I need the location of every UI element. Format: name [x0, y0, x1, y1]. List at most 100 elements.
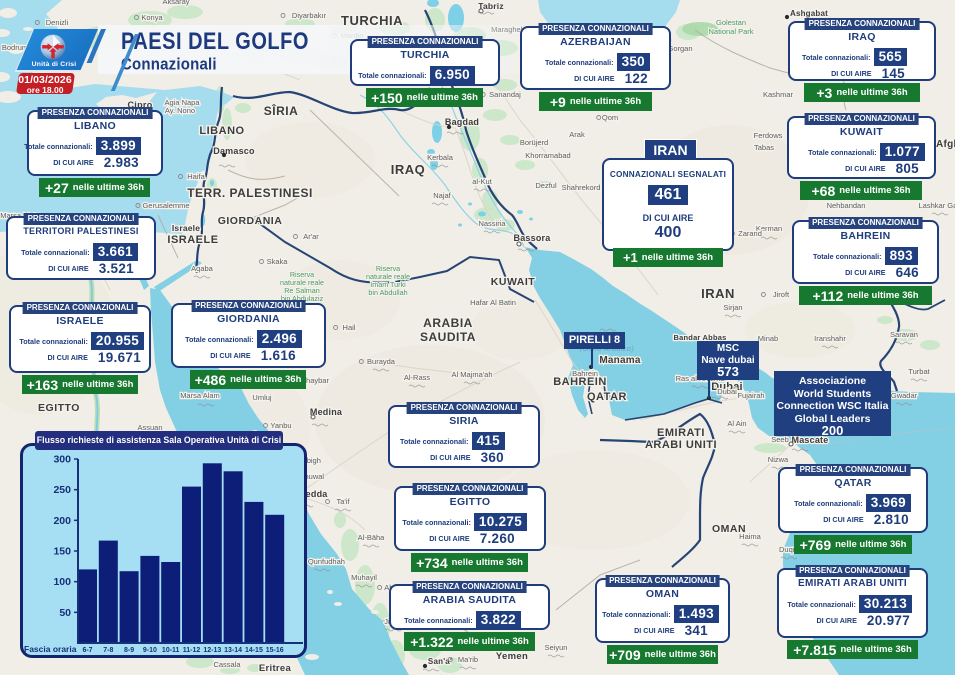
svg-text:Dubai: Dubai: [717, 387, 737, 396]
svg-text:EMIRATI: EMIRATI: [657, 427, 705, 439]
svg-text:Shahrekord: Shahrekord: [562, 183, 601, 192]
svg-text:Medina: Medina: [310, 407, 343, 417]
svg-text:Jiroft: Jiroft: [773, 290, 790, 299]
svg-text:Al Qunfudhah: Al Qunfudhah: [299, 557, 345, 566]
svg-text:Bagdad: Bagdad: [445, 117, 479, 127]
svg-text:Konya: Konya: [141, 13, 163, 22]
svg-text:Haima: Haima: [739, 532, 762, 541]
svg-text:Ferdows: Ferdows: [754, 131, 783, 140]
svg-text:14-15: 14-15: [245, 647, 263, 654]
svg-text:300: 300: [53, 454, 71, 466]
svg-text:Yanbu: Yanbu: [270, 421, 291, 430]
svg-text:Sirjan: Sirjan: [723, 303, 742, 312]
svg-text:Riserva: Riserva: [290, 270, 314, 279]
svg-text:bin Abdulaziz: bin Abdulaziz: [281, 294, 324, 303]
svg-text:Skaka: Skaka: [267, 257, 289, 266]
svg-text:(Golfo Arabico): (Golfo Arabico): [580, 346, 634, 353]
svg-text:SAUDITA: SAUDITA: [420, 330, 476, 344]
svg-text:Aqaba: Aqaba: [191, 264, 214, 273]
svg-text:200: 200: [53, 515, 71, 527]
svg-text:Kashmar: Kashmar: [763, 90, 794, 99]
svg-text:Nassiria: Nassiria: [478, 219, 506, 228]
svg-text:Imam Turki: Imam Turki: [370, 280, 406, 289]
svg-text:Ar'ar: Ar'ar: [303, 232, 319, 241]
svg-text:Hail: Hail: [343, 323, 356, 332]
svg-text:Ay. Nono: Ay. Nono: [165, 106, 195, 115]
svg-text:Tabriz: Tabriz: [478, 1, 504, 11]
svg-text:Gorgan: Gorgan: [667, 44, 692, 53]
svg-text:Marsa Matr.: Marsa Matr.: [0, 211, 40, 220]
svg-text:IRAQ: IRAQ: [391, 162, 426, 177]
svg-text:10-11: 10-11: [162, 647, 180, 654]
svg-text:Minab: Minab: [758, 334, 778, 343]
svg-text:8-9: 8-9: [124, 647, 134, 654]
svg-text:Al Ain: Al Ain: [727, 419, 746, 428]
svg-text:al-Kut: al-Kut: [472, 177, 493, 186]
svg-text:Nehbandan: Nehbandan: [827, 201, 866, 210]
svg-text:Afghanistan: Afghanistan: [936, 139, 955, 150]
svg-text:ARABI UNITI: ARABI UNITI: [645, 439, 717, 451]
svg-text:Ashgabat: Ashgabat: [790, 9, 828, 18]
svg-text:Iranshahr: Iranshahr: [814, 334, 846, 343]
svg-text:6-7: 6-7: [82, 647, 92, 654]
svg-text:Nizwa: Nizwa: [768, 455, 789, 464]
svg-text:Borüjerd: Borüjerd: [520, 138, 548, 147]
svg-text:Agia Napa: Agia Napa: [164, 98, 200, 107]
svg-text:11-12: 11-12: [183, 647, 201, 654]
svg-text:Gwadar: Gwadar: [891, 391, 918, 400]
svg-text:Najaf: Najaf: [433, 191, 451, 200]
svg-text:Mascate: Mascate: [792, 435, 829, 445]
svg-text:15-16: 15-16: [266, 647, 284, 654]
svg-text:Diyarbakır: Diyarbakır: [292, 11, 327, 20]
svg-text:Rabigh: Rabigh: [297, 456, 321, 465]
svg-text:Arak: Arak: [569, 130, 585, 139]
svg-text:naturale reale: naturale reale: [366, 272, 410, 281]
svg-text:Assuan: Assuan: [137, 423, 162, 432]
svg-text:Burayda: Burayda: [367, 357, 396, 366]
svg-text:Thuwal: Thuwal: [300, 472, 325, 481]
svg-text:Seiyun: Seiyun: [545, 643, 568, 652]
svg-text:Re Salman: Re Salman: [284, 286, 320, 295]
svg-text:IRAN: IRAN: [701, 286, 735, 301]
svg-text:GIORDANIA: GIORDANIA: [218, 215, 283, 227]
svg-text:Turbat: Turbat: [908, 367, 930, 376]
svg-text:Marsa Alam: Marsa Alam: [180, 391, 220, 400]
svg-text:Dezful: Dezful: [535, 181, 557, 190]
svg-text:Zarand: Zarand: [738, 229, 762, 238]
svg-text:TERR. PALESTINESI: TERR. PALESTINESI: [187, 186, 313, 200]
svg-text:Bahrein: Bahrein: [572, 369, 598, 378]
svg-text:Sanandaj: Sanandaj: [489, 90, 521, 99]
svg-text:Ta'if: Ta'if: [336, 497, 350, 506]
svg-text:Bassora: Bassora: [514, 233, 552, 243]
svg-text:Khaybar: Khaybar: [301, 376, 329, 385]
svg-text:Ma'rib: Ma'rib: [458, 655, 478, 664]
svg-text:Eritrea: Eritrea: [259, 663, 292, 674]
svg-text:Seeb: Seeb: [771, 435, 789, 444]
svg-text:Aksaray: Aksaray: [162, 0, 189, 6]
svg-text:Damasco: Damasco: [213, 146, 255, 156]
svg-text:Riserva: Riserva: [376, 264, 400, 273]
svg-text:Denizli: Denizli: [46, 18, 69, 27]
svg-text:Umluj: Umluj: [252, 393, 272, 402]
svg-text:Saravan: Saravan: [890, 330, 918, 339]
svg-text:Manama: Manama: [599, 355, 640, 366]
svg-text:Cassala: Cassala: [213, 660, 241, 669]
svg-text:12-13: 12-13: [203, 647, 221, 654]
svg-text:9-10: 9-10: [143, 647, 157, 654]
svg-text:Fujairah: Fujairah: [737, 391, 764, 400]
svg-text:National Park: National Park: [708, 27, 753, 36]
svg-text:Tabas: Tabas: [754, 143, 774, 152]
svg-text:Kerman: Kerman: [756, 224, 782, 233]
svg-text:EGITTO: EGITTO: [38, 402, 80, 414]
svg-text:OMAN: OMAN: [712, 523, 746, 535]
svg-text:7-8: 7-8: [103, 647, 113, 654]
svg-text:KUWAIT: KUWAIT: [491, 276, 535, 288]
svg-text:250: 250: [53, 484, 71, 496]
svg-text:Yemen: Yemen: [496, 651, 528, 662]
svg-text:Hafar Al Batin: Hafar Al Batin: [470, 298, 516, 307]
svg-text:Haifa: Haifa: [187, 172, 205, 181]
svg-text:Al Majma'ah: Al Majma'ah: [451, 370, 492, 379]
svg-text:BAHREIN: BAHREIN: [553, 376, 607, 388]
svg-text:Al-Bāha: Al-Bāha: [358, 533, 386, 542]
svg-text:San'a': San'a': [428, 657, 452, 666]
